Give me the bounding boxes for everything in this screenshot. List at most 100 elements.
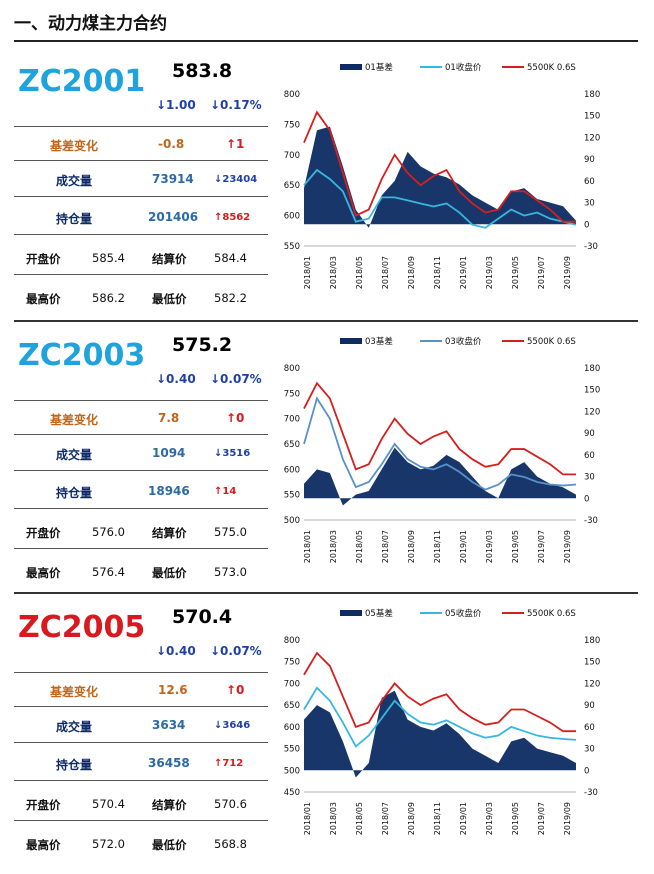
x-tick-label: 2018/05 (355, 256, 364, 289)
legend-entry: 03基差 (365, 336, 393, 347)
y-right-tick: 0 (584, 766, 589, 776)
row-divider (14, 160, 268, 161)
y-right-tick: 150 (584, 386, 600, 396)
y-right-tick: 150 (584, 658, 600, 668)
x-tick-label: 2018/03 (329, 802, 338, 835)
quote-panel: ZC2005 570.4 ↓0.40 ↓0.07% 基差变化 12.6 ↑0 成交量 3634 ↓… (14, 594, 268, 866)
y-left-tick: 500 (284, 766, 300, 776)
series-basis-area (304, 447, 576, 506)
x-tick-label: 2019/05 (511, 802, 520, 835)
x-tick-label: 2019/01 (459, 802, 468, 835)
y-left-tick: 750 (284, 389, 300, 399)
legend-entry: 5500K 0.6S (527, 609, 576, 619)
price-change: ↓0.40 (156, 644, 196, 658)
series-close-line (303, 686, 577, 748)
y-left-tick: 550 (284, 491, 300, 501)
x-tick-label: 2018/11 (433, 530, 442, 563)
x-tick-label: 2019/01 (459, 530, 468, 563)
legend-entry: 5500K 0.6S (527, 63, 576, 73)
y-right-tick: 60 (584, 177, 595, 187)
y-right-tick: 90 (584, 155, 595, 165)
open-interest-value: 18946 (148, 484, 190, 498)
row-divider (14, 400, 268, 401)
series-spot-line (303, 110, 576, 223)
low-value: 582.2 (214, 291, 247, 305)
legend-swatch-area (340, 338, 362, 344)
row-divider (14, 196, 268, 197)
basis-chart: 05基差 05收盘价 5500K 0.6S 450 500 550 600 650 700 750… (270, 602, 610, 862)
volume-value: 1094 (152, 446, 186, 460)
legend-entry: 05收盘价 (445, 608, 482, 619)
row-divider (14, 126, 268, 127)
x-tick-label: 2019/05 (511, 256, 520, 289)
high-value: 576.4 (92, 565, 125, 579)
legend-entry: 01收盘价 (445, 62, 482, 73)
series-spot-line (303, 381, 576, 476)
y-left-tick: 600 (284, 212, 300, 222)
open-interest-change: ↑8562 (214, 212, 251, 223)
settle-value: 584.4 (214, 251, 247, 265)
x-tick-label: 2019/09 (563, 256, 572, 289)
settle-value: 575.0 (214, 525, 247, 539)
volume-change: ↓3516 (214, 448, 251, 459)
open-label: 开盘价 (26, 798, 61, 812)
y-left-tick: 700 (284, 415, 300, 425)
x-tick-label: 2018/05 (355, 530, 364, 563)
open-interest-label: 持仓量 (56, 486, 93, 500)
y-right-tick: -30 (584, 242, 598, 252)
contract-code: ZC2005 (18, 610, 146, 645)
x-tick-label: 2019/09 (563, 802, 572, 835)
chart-svg: 01基差 01收盘价 5500K 0.6S550600650700750800-30… (284, 62, 600, 289)
x-tick-label: 2019/07 (537, 530, 546, 563)
y-left-tick: 650 (284, 181, 300, 191)
row-divider (14, 706, 268, 707)
y-right-tick: 60 (584, 451, 595, 461)
open-label: 开盘价 (26, 526, 61, 540)
basis-change-arrow: ↑0 (226, 411, 245, 425)
legend-entry: 03收盘价 (445, 336, 482, 347)
contract-code: ZC2003 (18, 338, 146, 373)
open-interest-label: 持仓量 (56, 758, 93, 772)
x-tick-label: 2018/09 (407, 256, 416, 289)
low-label: 最低价 (152, 566, 187, 580)
basis-chart: 03基差 03收盘价 5500K 0.6S 500 550 600 650 700 750 800… (270, 330, 610, 590)
y-left-tick: 750 (284, 658, 300, 668)
series-spot-line (303, 651, 576, 733)
y-right-tick: 180 (584, 636, 600, 646)
legend-entry: 5500K 0.6S (527, 337, 576, 347)
high-label: 最高价 (26, 566, 61, 580)
basis-change-value: -0.8 (158, 137, 185, 151)
y-left-tick: 800 (284, 90, 300, 100)
contract-block: ZC2001 583.8 ↓1.00 ↓0.17% 基差变化 -0.8 ↑1 成交量 73914… (14, 48, 638, 320)
legend-swatch-area (340, 64, 362, 70)
y-right-tick: 30 (584, 473, 595, 483)
volume-label: 成交量 (56, 720, 93, 734)
volume-change: ↓23404 (214, 174, 258, 185)
x-tick-label: 2018/05 (355, 802, 364, 835)
y-right-tick: -30 (584, 516, 598, 526)
y-right-tick: 30 (584, 745, 595, 755)
contract-block: ZC2005 570.4 ↓0.40 ↓0.07% 基差变化 12.6 ↑0 成交量 3634 ↓… (14, 592, 638, 864)
settle-value: 570.6 (214, 797, 247, 811)
x-tick-label: 2018/01 (303, 256, 312, 289)
y-left-tick: 600 (284, 465, 300, 475)
row-divider (14, 434, 268, 435)
x-tick-label: 2019/03 (485, 802, 494, 835)
open-value: 570.4 (92, 797, 125, 811)
basis-change-arrow: ↑0 (226, 683, 245, 697)
y-left-tick: 750 (284, 120, 300, 130)
y-right-tick: 150 (584, 112, 600, 122)
basis-change-value: 12.6 (158, 683, 188, 697)
y-left-tick: 550 (284, 242, 300, 252)
series-close-line (303, 168, 577, 229)
open-value: 585.4 (92, 251, 125, 265)
y-left-tick: 700 (284, 679, 300, 689)
y-left-tick: 650 (284, 701, 300, 711)
y-right-tick: 0 (584, 494, 589, 504)
x-tick-label: 2018/11 (433, 802, 442, 835)
y-left-tick: 450 (284, 788, 300, 798)
series-close-line (303, 396, 577, 491)
x-tick-label: 2018/07 (381, 530, 390, 563)
x-tick-label: 2019/03 (485, 530, 494, 563)
contract-code: ZC2001 (18, 64, 146, 99)
